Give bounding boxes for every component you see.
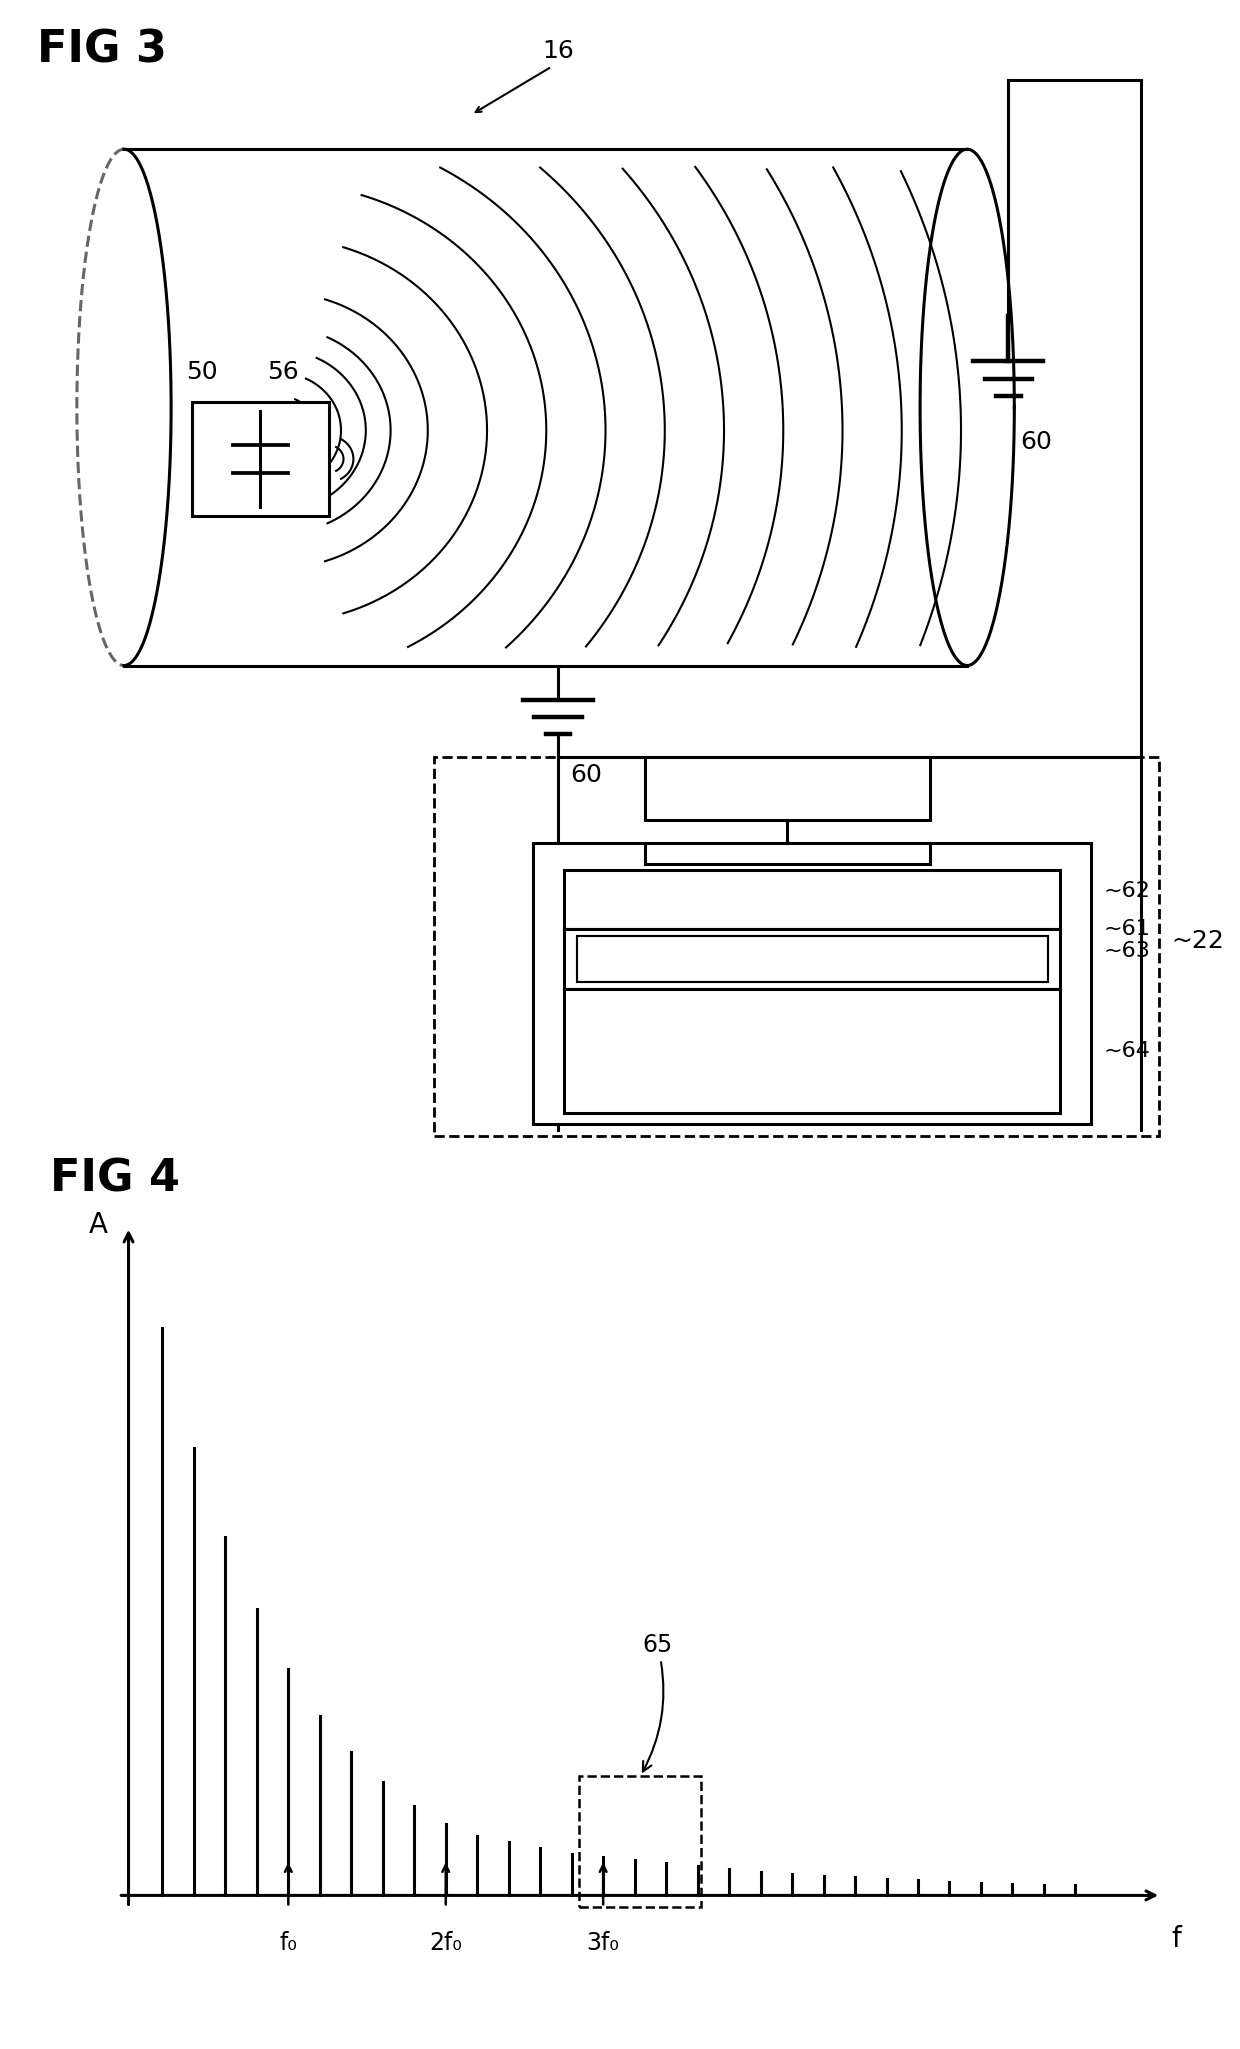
Text: A: A <box>89 1211 108 1240</box>
Text: 3f₀: 3f₀ <box>587 1932 620 1955</box>
Bar <box>577 936 1048 981</box>
Bar <box>579 1776 702 1908</box>
Text: 60: 60 <box>1021 430 1053 455</box>
Text: f₀: f₀ <box>279 1932 298 1955</box>
Text: 65: 65 <box>642 1633 672 1772</box>
Text: FIG 3: FIG 3 <box>37 29 167 72</box>
Text: 16: 16 <box>542 39 574 64</box>
Text: ~61: ~61 <box>1104 920 1151 938</box>
Text: 2f₀: 2f₀ <box>429 1932 463 1955</box>
Bar <box>564 869 1060 930</box>
Text: ~22: ~22 <box>1172 928 1225 953</box>
Text: 60: 60 <box>570 762 603 787</box>
Bar <box>564 990 1060 1113</box>
Bar <box>564 930 1060 990</box>
Bar <box>533 844 1091 1125</box>
Text: ~64: ~64 <box>1104 1041 1151 1061</box>
Bar <box>192 402 329 516</box>
Text: ~62: ~62 <box>1104 881 1151 902</box>
Text: 56: 56 <box>268 361 299 385</box>
Bar <box>434 758 1159 1135</box>
Text: FIG 4: FIG 4 <box>50 1158 180 1201</box>
Text: 50: 50 <box>186 361 218 385</box>
Text: ~63: ~63 <box>1104 940 1151 961</box>
Text: f: f <box>1172 1926 1180 1953</box>
